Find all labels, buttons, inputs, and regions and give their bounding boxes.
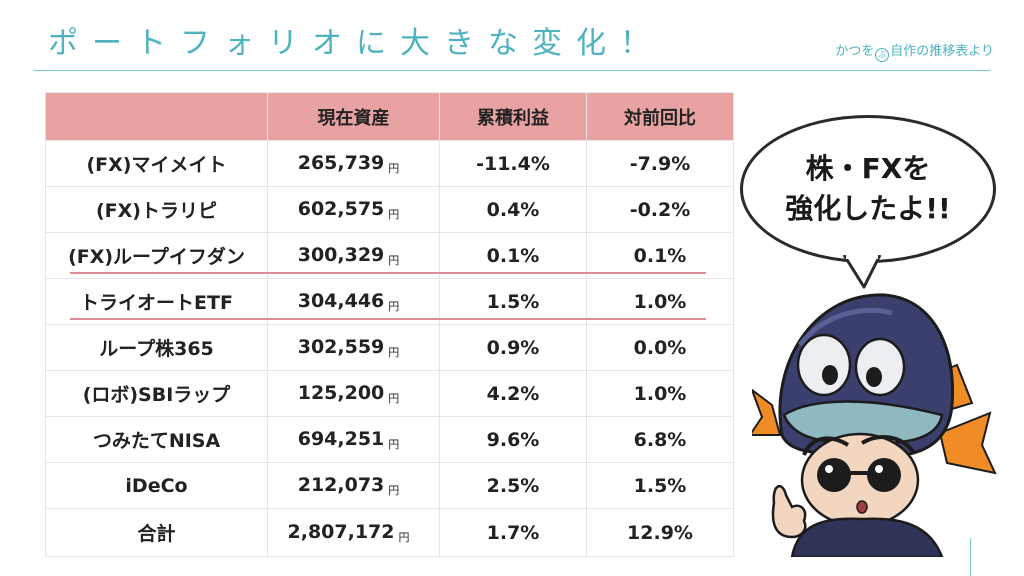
table-row: ループ株365 302,559 円 0.9% 0.0% [45,324,734,371]
row-name: つみたてNISA [45,416,268,463]
table-row: (FX)マイメイト 265,739 円 -11.4% -7.9% [45,140,734,187]
bonito-mascot-illustration [752,293,997,557]
table-row: (ロボ)SBIラップ 125,200 円 4.2% 1.0% [45,370,734,417]
source-credit: かつをぶ自作の推移表より [835,40,994,62]
amount-value: 694,251 [297,427,385,450]
title-divider [34,70,990,71]
amount-value: 302,559 [297,335,385,358]
speech-bubble-tail [842,255,882,289]
speech-bubble: 株・FXを 強化したよ!! [740,115,996,263]
corner-divider [970,538,971,576]
portfolio-table: 現在資産 累積利益 対前回比 (FX)マイメイト 265,739 円 -11.4%… [45,92,734,557]
yen-unit: 円 [388,299,400,313]
total-change: 12.9% [586,508,734,557]
amount-value: 602,575 [297,197,385,220]
row-name: (FX)トラリピ [45,186,268,233]
table-row: (FX)ループイフダン 300,329 円 0.1% 0.1% [45,232,734,279]
row-amount: 125,200 円 [267,370,440,417]
amount-value: 125,200 [297,381,385,404]
highlight-underline-top [70,272,706,274]
total-label: 合計 [45,508,268,557]
row-change: 6.8% [586,416,734,463]
row-cumulative: -11.4% [439,140,587,187]
yen-unit: 円 [398,530,410,544]
yen-unit: 円 [388,391,400,405]
row-amount: 602,575 円 [267,186,440,233]
row-name: トライオートETF [45,278,268,325]
row-name: (ロボ)SBIラップ [45,370,268,417]
row-name: ループ株365 [45,324,268,371]
table-row: トライオートETF 304,446 円 1.5% 1.0% [45,278,734,325]
amount-value: 304,446 [297,289,385,312]
speech-line-1: 株・FXを [805,152,931,185]
amount-value: 265,739 [297,151,385,174]
row-amount: 304,446 円 [267,278,440,325]
header-name [45,92,268,141]
table-row: (FX)トラリピ 602,575 円 0.4% -0.2% [45,186,734,233]
row-amount: 212,073 円 [267,462,440,509]
row-name: (FX)マイメイト [45,140,268,187]
total-row: 合計 2,807,172 円 1.7% 12.9% [45,508,734,557]
row-cumulative: 4.2% [439,370,587,417]
page-title: ポートフォリオに大きな変化！ [48,26,664,61]
row-change: 1.5% [586,462,734,509]
row-change: 0.0% [586,324,734,371]
total-cumulative: 1.7% [439,508,587,557]
row-cumulative: 2.5% [439,462,587,509]
yen-unit: 円 [388,161,400,175]
row-change: 1.0% [586,370,734,417]
row-change: -7.9% [586,140,734,187]
yen-unit: 円 [388,345,400,359]
header-cumulative-profit: 累積利益 [439,92,587,141]
amount-value: 212,073 [297,473,385,496]
yen-unit: 円 [388,483,400,497]
row-cumulative: 1.5% [439,278,587,325]
row-amount: 265,739 円 [267,140,440,187]
row-name: iDeCo [45,462,268,509]
credit-suffix: 自作の推移表より [890,44,994,59]
row-amount: 694,251 円 [267,416,440,463]
speech-line-2: 強化したよ!! [785,192,951,225]
row-cumulative: 0.1% [439,232,587,279]
row-cumulative: 0.4% [439,186,587,233]
row-cumulative: 9.6% [439,416,587,463]
highlight-underline-bottom [70,318,706,320]
table-row: つみたてNISA 694,251 円 9.6% 6.8% [45,416,734,463]
credit-badge: ぶ [875,48,890,62]
credit-prefix: かつを [835,44,875,59]
row-name: (FX)ループイフダン [45,232,268,279]
amount-value: 2,807,172 [287,520,395,543]
header-current-assets: 現在資産 [267,92,440,141]
table-header-row: 現在資産 累積利益 対前回比 [45,92,734,141]
table-row: iDeCo 212,073 円 2.5% 1.5% [45,462,734,509]
header-change-vs-previous: 対前回比 [586,92,734,141]
yen-unit: 円 [388,437,400,451]
row-cumulative: 0.9% [439,324,587,371]
row-amount: 302,559 円 [267,324,440,371]
total-amount: 2,807,172 円 [267,508,440,557]
row-change: -0.2% [586,186,734,233]
row-amount: 300,329 円 [267,232,440,279]
yen-unit: 円 [388,253,400,267]
yen-unit: 円 [388,207,400,221]
row-change: 1.0% [586,278,734,325]
row-change: 0.1% [586,232,734,279]
amount-value: 300,329 [297,243,385,266]
